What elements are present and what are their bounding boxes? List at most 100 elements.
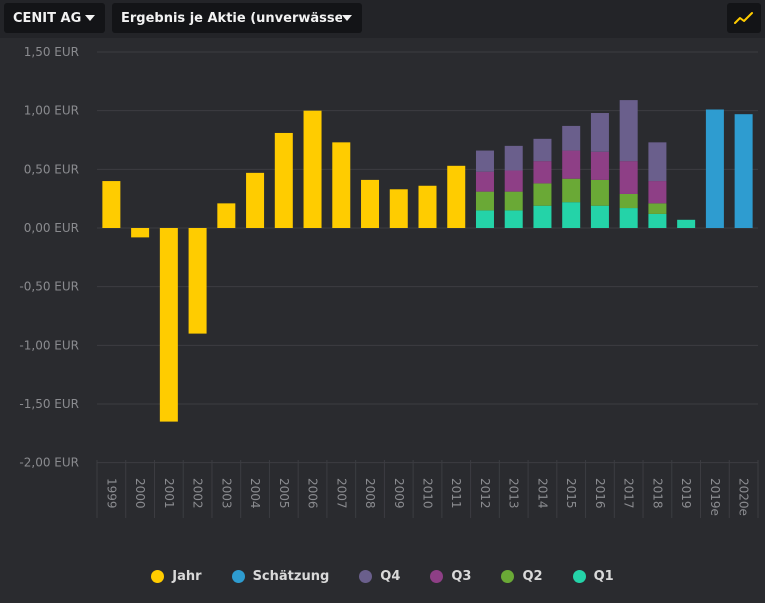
bar-q2-2016[interactable] bbox=[590, 179, 609, 206]
toolbar: CENIT AG Ergebnis je Aktie (unverwässe..… bbox=[0, 0, 765, 38]
company-dropdown[interactable]: CENIT AG bbox=[4, 3, 105, 33]
legend-dot-icon bbox=[359, 569, 373, 583]
bar-jahr-2009[interactable] bbox=[389, 189, 408, 228]
legend-label: Q1 bbox=[593, 568, 614, 584]
legend-item-q4[interactable]: Q4 bbox=[359, 569, 400, 584]
legend-dot-icon bbox=[430, 569, 444, 583]
legend-label: Q4 bbox=[380, 568, 401, 584]
legend-item-q1[interactable]: Q1 bbox=[572, 568, 614, 584]
bar-jahr-2001[interactable] bbox=[159, 228, 178, 422]
x-tick-label: 2001 bbox=[162, 478, 176, 509]
x-tick-label: 2005 bbox=[277, 478, 291, 509]
x-tick-label: 2019 bbox=[679, 478, 693, 509]
y-tick-label: -0,50 EUR bbox=[19, 280, 79, 294]
bar-q1-2018[interactable] bbox=[648, 213, 667, 228]
y-tick-label: -2,00 EUR bbox=[19, 456, 79, 470]
chart-type-toggle-button[interactable] bbox=[727, 3, 761, 33]
y-tick-label: 0,00 EUR bbox=[24, 221, 79, 235]
x-tick-label: 2004 bbox=[248, 478, 262, 509]
bar-q3-2018[interactable] bbox=[648, 181, 667, 204]
x-tick-label: 2013 bbox=[507, 478, 521, 509]
bar-q3-2016[interactable] bbox=[590, 151, 609, 180]
bar-q4-2016[interactable] bbox=[590, 113, 609, 152]
x-tick-label: 2011 bbox=[449, 478, 463, 509]
x-tick-label: 2020e bbox=[737, 478, 751, 516]
legend-item-jahr[interactable]: Jahr bbox=[151, 568, 202, 584]
bar-q3-2015[interactable] bbox=[562, 150, 581, 179]
bar-q1-2016[interactable] bbox=[590, 205, 609, 228]
y-tick-label: 1,50 EUR bbox=[24, 45, 79, 59]
bar-q4-2013[interactable] bbox=[504, 145, 523, 171]
legend-label: Schätzung bbox=[252, 568, 330, 584]
bar-q4-2017[interactable] bbox=[619, 100, 638, 162]
bar-jahr-2011[interactable] bbox=[447, 165, 466, 228]
legend-dot-icon bbox=[151, 569, 165, 583]
x-tick-label: 1999 bbox=[104, 478, 118, 509]
bar-q4-2012[interactable] bbox=[475, 150, 494, 172]
x-tick-label: 2010 bbox=[421, 478, 435, 509]
line-chart-icon bbox=[734, 12, 753, 24]
x-tick-label: 2012 bbox=[478, 478, 492, 509]
bar-q2-2015[interactable] bbox=[562, 178, 581, 203]
x-tick-label: 2008 bbox=[363, 478, 377, 509]
legend-dot-icon bbox=[231, 569, 245, 583]
bar-schaetzung-2019e[interactable] bbox=[705, 109, 724, 228]
bar-schaetzung-2020e[interactable] bbox=[734, 114, 753, 228]
bar-q4-2014[interactable] bbox=[533, 138, 552, 162]
x-tick-label: 2019e bbox=[708, 478, 722, 516]
x-tick-label: 2009 bbox=[392, 478, 406, 509]
bar-q3-2017[interactable] bbox=[619, 161, 638, 194]
bar-jahr-2003[interactable] bbox=[217, 203, 236, 228]
metric-dropdown[interactable]: Ergebnis je Aktie (unverwässe... bbox=[112, 3, 362, 33]
bar-q1-2017[interactable] bbox=[619, 208, 638, 228]
legend-label: Q3 bbox=[451, 568, 472, 584]
x-tick-label: 2016 bbox=[593, 478, 607, 509]
chevron-down-icon bbox=[85, 15, 95, 21]
bar-jahr-2004[interactable] bbox=[246, 172, 265, 228]
legend-dot-icon bbox=[572, 569, 586, 583]
y-tick-label: 0,50 EUR bbox=[24, 162, 79, 176]
x-tick-label: 2006 bbox=[306, 478, 320, 509]
legend-item-q3[interactable]: Q3 bbox=[430, 569, 471, 584]
bar-jahr-2006[interactable] bbox=[303, 110, 322, 228]
bar-q1-2012[interactable] bbox=[475, 210, 494, 228]
bar-q2-2018[interactable] bbox=[648, 203, 667, 214]
bar-q3-2012[interactable] bbox=[475, 171, 494, 192]
bar-q4-2018[interactable] bbox=[648, 142, 667, 182]
x-tick-label: 2018 bbox=[650, 478, 664, 509]
legend-item-q2[interactable]: Q2 bbox=[501, 568, 543, 584]
bar-q1-2013[interactable] bbox=[504, 210, 523, 228]
bar-q3-2013[interactable] bbox=[504, 170, 523, 192]
bar-jahr-2010[interactable] bbox=[418, 185, 437, 228]
bar-q2-2013[interactable] bbox=[504, 191, 523, 211]
x-tick-label: 2015 bbox=[564, 478, 578, 509]
y-tick-label: 1,00 EUR bbox=[24, 104, 79, 118]
bar-q1-2014[interactable] bbox=[533, 205, 552, 228]
legend-label: Q2 bbox=[522, 568, 543, 584]
bar-q4-2015[interactable] bbox=[562, 125, 581, 151]
legend-label: Jahr bbox=[172, 568, 202, 584]
bar-q2-2014[interactable] bbox=[533, 183, 552, 206]
bar-q2-2017[interactable] bbox=[619, 193, 638, 209]
bar-jahr-2002[interactable] bbox=[188, 228, 207, 334]
bar-jahr-2007[interactable] bbox=[332, 142, 351, 228]
x-tick-label: 2003 bbox=[219, 478, 233, 509]
x-tick-label: 2002 bbox=[191, 478, 205, 509]
bar-q2-2012[interactable] bbox=[475, 191, 494, 211]
legend-dot-icon bbox=[501, 569, 515, 583]
bar-jahr-1999[interactable] bbox=[102, 181, 121, 228]
bar-jahr-2008[interactable] bbox=[361, 179, 380, 228]
bar-jahr-2000[interactable] bbox=[131, 228, 150, 238]
x-tick-label: 2017 bbox=[622, 478, 636, 509]
bar-q3-2014[interactable] bbox=[533, 161, 552, 184]
y-tick-label: -1,50 EUR bbox=[19, 397, 79, 411]
legend-item-schaetzung[interactable]: Schätzung bbox=[231, 568, 330, 584]
chevron-down-icon bbox=[342, 15, 352, 21]
bar-q1-2015[interactable] bbox=[562, 202, 581, 228]
chart-legend: Jahr Schätzung Q4 Q3 Q2 Q1 bbox=[0, 562, 765, 590]
company-dropdown-label: CENIT AG bbox=[13, 10, 82, 26]
bar-jahr-2005[interactable] bbox=[274, 132, 293, 228]
bar-q1-2019[interactable] bbox=[677, 219, 696, 228]
x-tick-label: 2014 bbox=[535, 478, 549, 509]
metric-dropdown-label: Ergebnis je Aktie (unverwässe... bbox=[121, 10, 342, 26]
